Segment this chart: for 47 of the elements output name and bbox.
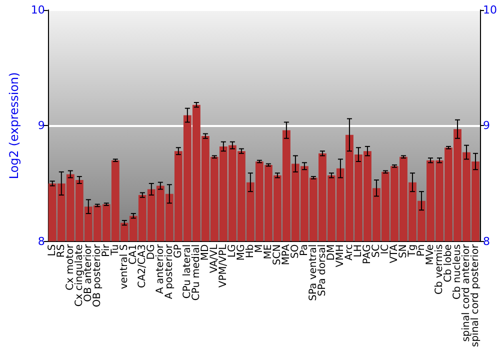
x-tick-label: Pir — [100, 243, 112, 257]
x-tick-label: M — [254, 244, 265, 253]
y-tick-label: 10 — [30, 4, 45, 16]
x-tick-label: SN — [398, 244, 409, 258]
y-tick-label: 9 — [38, 119, 45, 132]
x-tick-label: CA1 — [128, 244, 139, 264]
y-tick-label: 8 — [38, 234, 45, 248]
x-tick-label: VTA — [388, 244, 400, 264]
x-tick-label: spinal cord anterior — [460, 243, 472, 342]
x-tick-label: Pn — [416, 244, 427, 256]
x-tick-label: VPM/VPL — [218, 244, 229, 288]
x-tick-label: DM — [326, 244, 337, 261]
y2-tick-label: 9 — [483, 119, 490, 132]
x-tick-label: spinal cord posterior — [470, 243, 481, 348]
x-tick-label: ME — [262, 244, 274, 260]
y2-tick-label: 8 — [483, 234, 490, 248]
x-tick-label: Arc — [344, 244, 355, 261]
x-tick-label: Tu — [110, 244, 121, 256]
x-tick-label: LG — [226, 244, 238, 258]
x-tick-label: CA2/CA3 — [136, 244, 148, 288]
x-tick-label: VMH — [334, 244, 346, 268]
x-tick-label: Pa — [298, 244, 310, 256]
x-tick-label: MVe — [424, 244, 436, 266]
x-tick-label: LH — [352, 244, 364, 258]
x-tick-label: OB posterior — [92, 243, 103, 308]
x-tick-label: A posterior — [164, 243, 175, 300]
x-tick-label: SCN — [272, 244, 283, 266]
y2-tick-label: 10 — [483, 4, 497, 16]
x-tick-label: Tg — [406, 244, 418, 258]
x-tick-label: RS — [56, 244, 67, 258]
x-tick-label: ventral S — [118, 244, 130, 290]
x-tick-label: SC — [370, 244, 382, 258]
x-tick-label: Cb lobe — [442, 244, 454, 282]
x-tick-label: Cx cingulate — [74, 244, 85, 307]
x-tick-label: LS — [46, 244, 58, 256]
x-tick-label: VA/VL — [208, 244, 220, 274]
x-tick-label: MD — [200, 244, 211, 261]
x-tick-label: SPa dorsal — [316, 244, 328, 296]
x-tick-label: SO — [290, 244, 301, 259]
y-axis-title: Log2 (expression) — [7, 72, 21, 180]
x-tick-label: PAG — [362, 244, 373, 264]
x-tick-label: IC — [380, 244, 391, 254]
x-tick-label: Hb — [244, 244, 256, 258]
x-tick-label: DG — [146, 244, 157, 260]
x-tick-label: GP — [172, 244, 184, 258]
x-tick-label: MPA — [280, 244, 292, 266]
x-tick-label: CPu medial — [190, 244, 202, 301]
